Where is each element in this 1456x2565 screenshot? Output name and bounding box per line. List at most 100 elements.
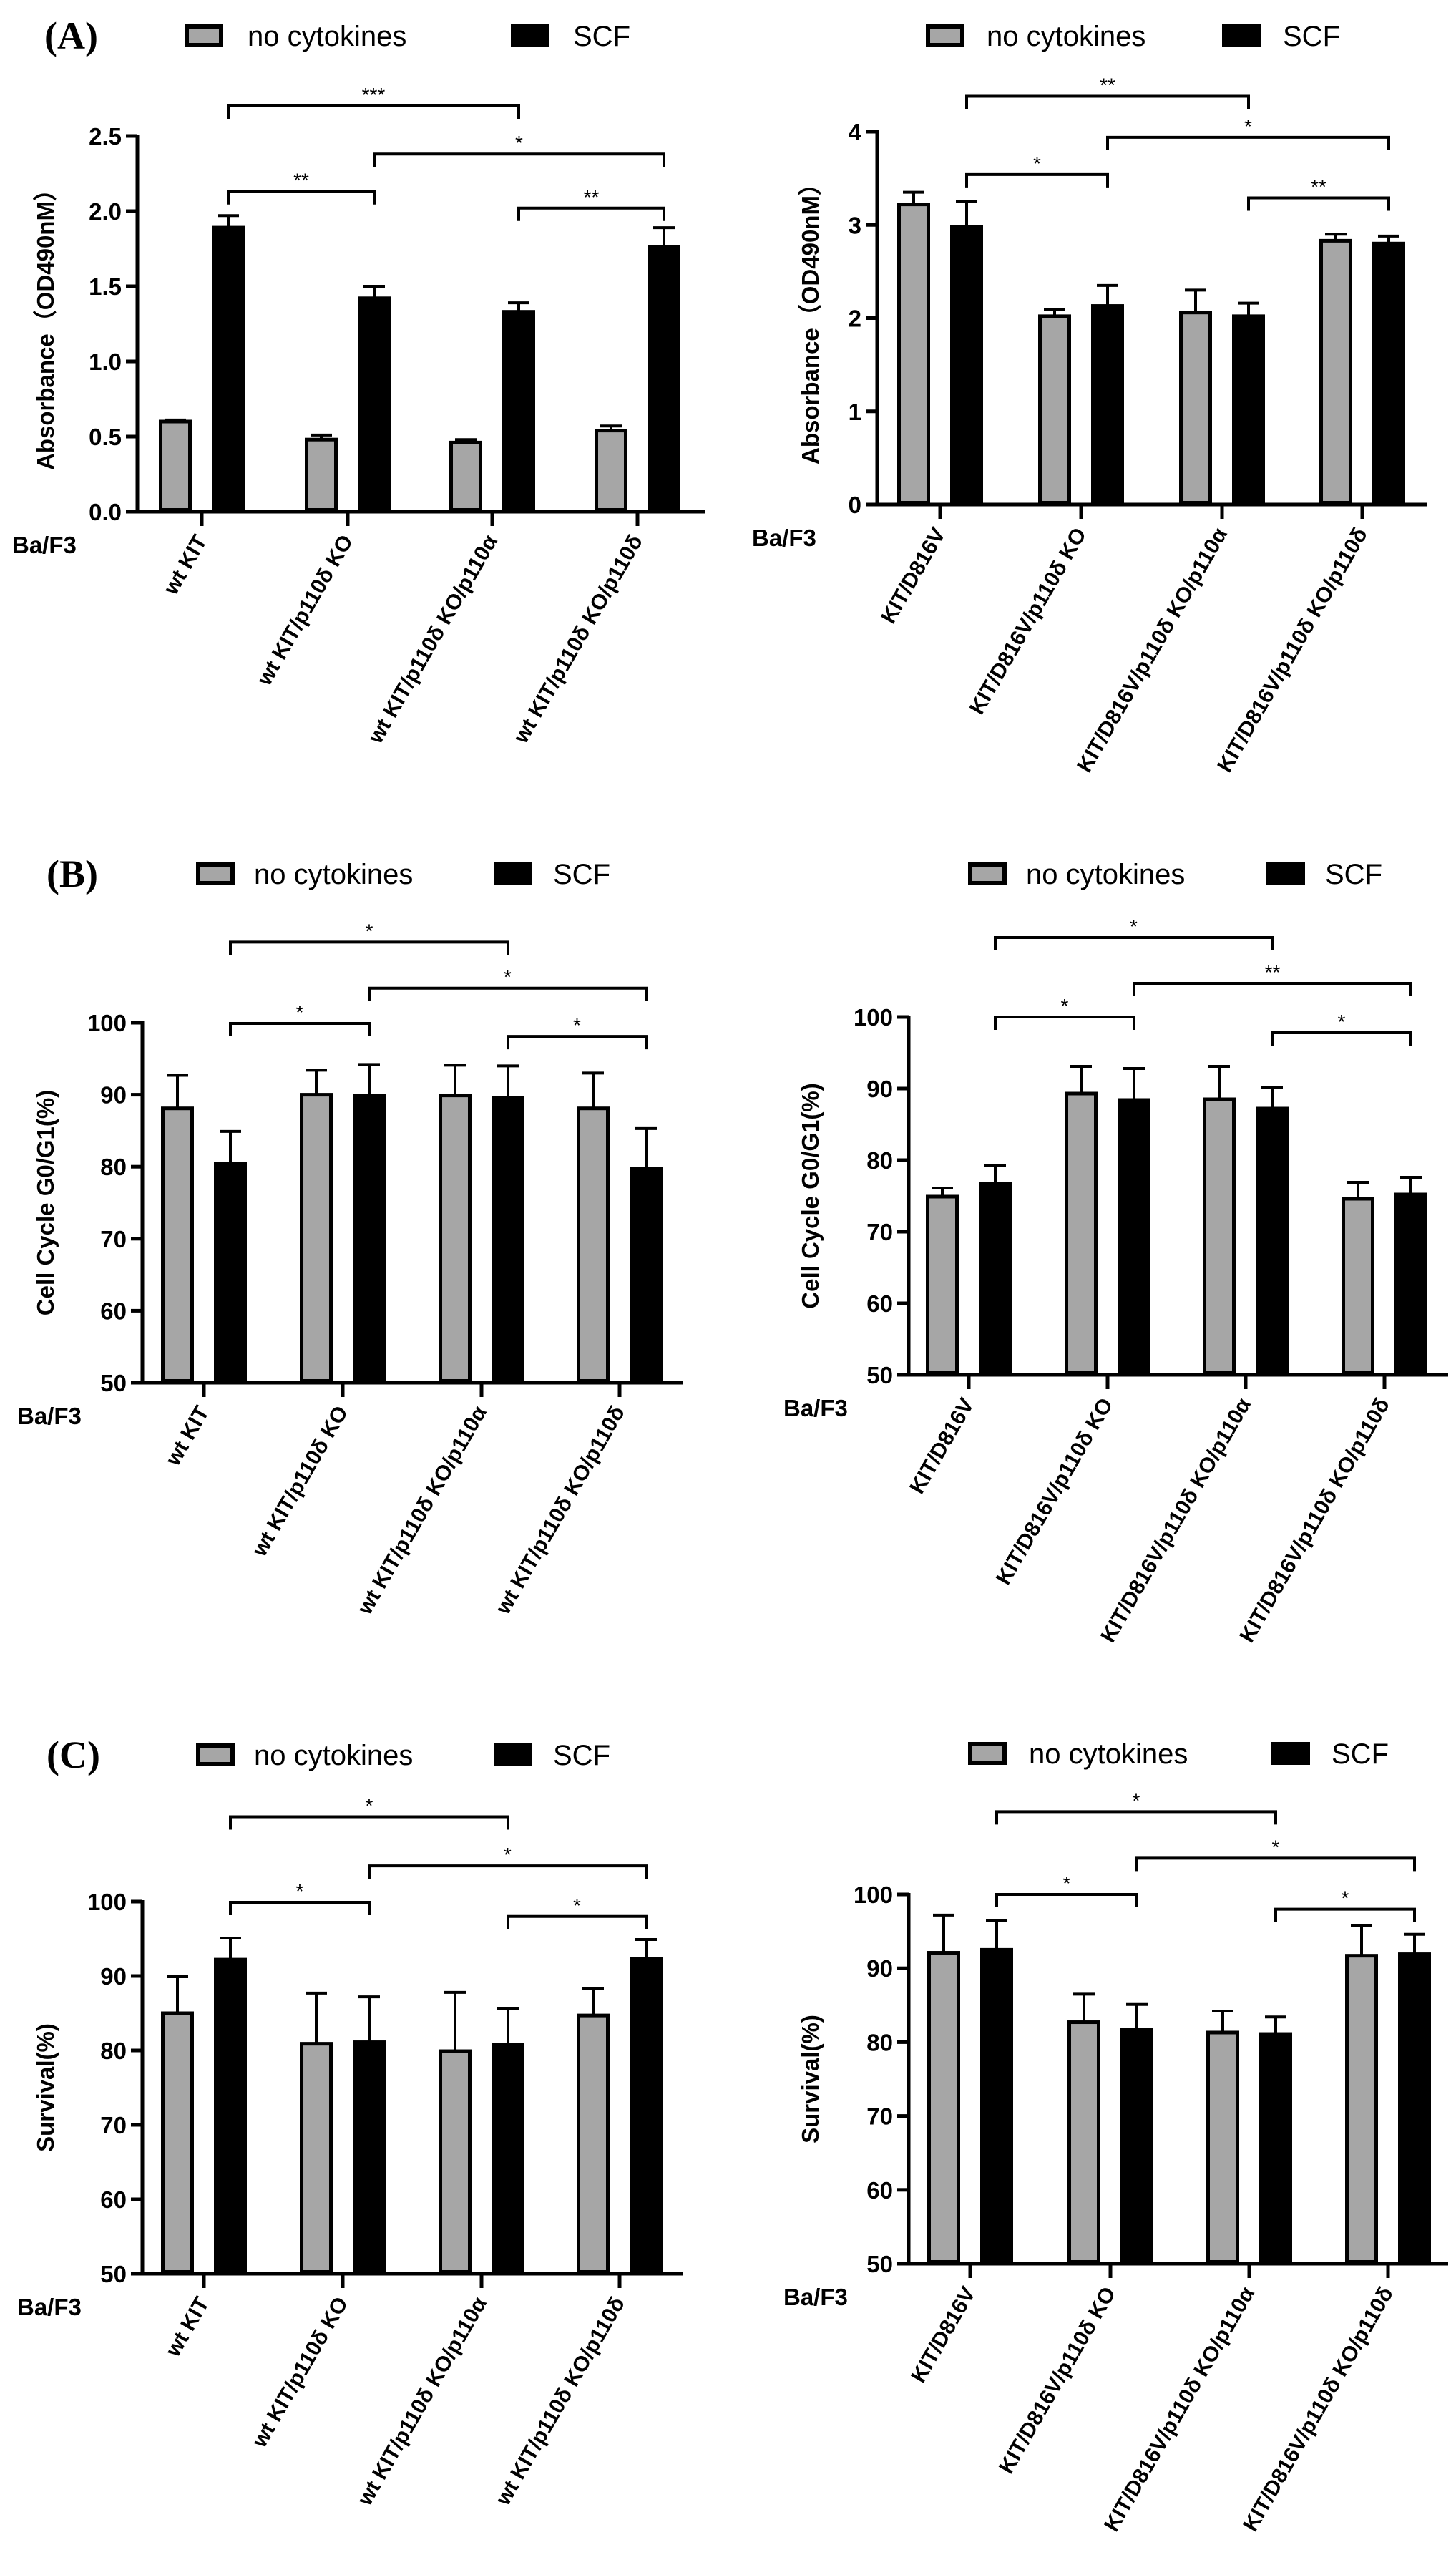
significance-bracket xyxy=(995,1810,1277,1825)
legend-swatch-scf xyxy=(1271,1742,1310,1765)
x-category-label: wt KIT xyxy=(161,2293,214,2361)
significance-bracket xyxy=(1274,1907,1416,1922)
significance-bracket xyxy=(995,1893,1138,1907)
legend-label: no cytokines xyxy=(987,21,1145,52)
significance-label: * xyxy=(504,1844,512,1866)
y-tick-label: 60 xyxy=(100,2186,127,2213)
significance-label: * xyxy=(573,1014,581,1036)
significance-bracket xyxy=(507,1914,648,1929)
y-tick-label: 60 xyxy=(866,2177,893,2204)
significance-bracket xyxy=(229,1022,371,1037)
significance-bracket xyxy=(507,1035,648,1050)
bar-scf xyxy=(1118,1098,1150,1375)
x-category-label: KIT/D816V xyxy=(876,524,950,628)
chart-panel: no cytokines SCF 0 1 2 3 4 Absorbance（OD490nM） B… xyxy=(752,21,1427,777)
bar-scf xyxy=(1256,1106,1289,1375)
y-tick-label: 80 xyxy=(866,1147,893,1174)
bar-no-cytokines xyxy=(1206,2030,1239,2264)
panel-label: (A) xyxy=(44,14,98,57)
y-tick-label: 100 xyxy=(87,1889,127,1915)
y-tick-label: 3 xyxy=(849,212,861,238)
bar-no-cytokines xyxy=(926,1194,959,1375)
chart-panel: (C) no cytokines SCF 50 60 70 80 90 100 Survival(… xyxy=(17,1733,683,2510)
significance-label: * xyxy=(1338,1011,1346,1033)
x-category-label: KIT/D816V/p110δ KO xyxy=(995,2283,1120,2478)
significance-bracket xyxy=(994,936,1274,950)
significance-bracket xyxy=(368,986,648,1001)
significance-bracket xyxy=(368,1864,648,1879)
significance-bracket xyxy=(965,172,1109,188)
legend-label: SCF xyxy=(1283,21,1340,52)
bar-scf xyxy=(979,1182,1012,1375)
y-tick-label: 1 xyxy=(849,399,861,425)
bar-no-cytokines xyxy=(439,2049,472,2274)
bar-no-cytokines xyxy=(595,429,627,512)
y-tick-label: 80 xyxy=(100,1154,127,1180)
y-tick-label: 90 xyxy=(866,1076,893,1102)
x-prefix-label: Ba/F3 xyxy=(12,532,77,558)
y-tick-label: 1.5 xyxy=(89,273,122,300)
bar-scf xyxy=(212,225,245,512)
significance-bracket xyxy=(1133,982,1412,996)
x-category-label: wt KIT/p110δ KO/p110δ xyxy=(509,531,648,748)
bar-scf xyxy=(648,245,680,512)
y-tick-label: 70 xyxy=(866,2103,893,2130)
significance-label: * xyxy=(1033,152,1041,175)
significance-label: * xyxy=(515,132,523,154)
significance-label: ** xyxy=(1100,74,1115,97)
bar-no-cytokines xyxy=(159,419,192,512)
bar-scf xyxy=(1120,2028,1153,2264)
bar-no-cytokines xyxy=(300,1093,333,1383)
legend-label: SCF xyxy=(553,859,610,890)
significance-label: ** xyxy=(1311,175,1326,198)
legend-label: no cytokines xyxy=(1029,1738,1188,1770)
x-category-label: KIT/D816V xyxy=(907,2283,980,2387)
y-tick-label: 4 xyxy=(849,119,862,145)
y-axis-title: Cell Cycle G0/G1(%) xyxy=(32,1090,59,1315)
x-category-label: wt KIT/p110δ KO/p110α xyxy=(363,531,502,749)
bar-scf xyxy=(492,2043,524,2274)
y-tick-label: 60 xyxy=(100,1298,127,1324)
x-category-label: wt KIT/p110δ KO/p110δ xyxy=(491,2293,630,2510)
x-category-label: wt KIT/p110δ KO xyxy=(253,531,358,690)
x-category-label: KIT/D816V/p110δ KO/p110δ xyxy=(1238,2283,1398,2536)
bar-no-cytokines xyxy=(1038,314,1071,505)
x-category-label: wt KIT/p110δ KO/p110α xyxy=(353,2293,492,2511)
legend-swatch-no-cytokines xyxy=(185,24,223,47)
bar-scf xyxy=(630,1957,663,2274)
significance-label: ** xyxy=(584,186,600,208)
bar-scf xyxy=(1259,2032,1292,2264)
bar-no-cytokines xyxy=(439,1094,472,1383)
significance-bracket xyxy=(994,1016,1135,1030)
bar-scf xyxy=(1394,1192,1427,1375)
y-tick-label: 2.5 xyxy=(89,123,122,150)
legend-label: SCF xyxy=(573,21,630,52)
bar-scf xyxy=(950,225,983,505)
significance-label: * xyxy=(296,1880,304,1902)
bar-no-cytokines xyxy=(897,203,930,505)
x-category-label: wt KIT/p110δ KO xyxy=(248,1402,353,1561)
y-tick-label: 50 xyxy=(100,1370,127,1396)
bar-no-cytokines xyxy=(577,1106,610,1383)
bar-scf xyxy=(358,296,391,512)
y-axis-title: Absorbance（OD490nM） xyxy=(32,177,59,470)
legend-swatch-scf xyxy=(1222,24,1261,47)
significance-label: * xyxy=(573,1894,581,1917)
bar-scf xyxy=(1232,314,1265,505)
bar-scf xyxy=(214,1162,247,1383)
bar-no-cytokines xyxy=(300,2042,333,2274)
significance-label: * xyxy=(1061,995,1069,1017)
y-tick-label: 80 xyxy=(866,2029,893,2055)
bar-no-cytokines xyxy=(1345,1954,1378,2264)
y-tick-label: 2.0 xyxy=(89,198,122,225)
legend-label: no cytokines xyxy=(254,859,413,890)
legend: no cytokines SCF xyxy=(185,21,630,52)
significance-label: * xyxy=(1130,915,1138,938)
bar-no-cytokines xyxy=(1179,311,1212,505)
significance-bracket xyxy=(373,152,665,167)
legend-label: no cytokines xyxy=(254,1740,413,1771)
y-tick-label: 0 xyxy=(849,492,861,518)
bar-no-cytokines xyxy=(1319,238,1352,505)
y-tick-label: 0.5 xyxy=(89,424,122,450)
legend-label: SCF xyxy=(1325,859,1382,890)
